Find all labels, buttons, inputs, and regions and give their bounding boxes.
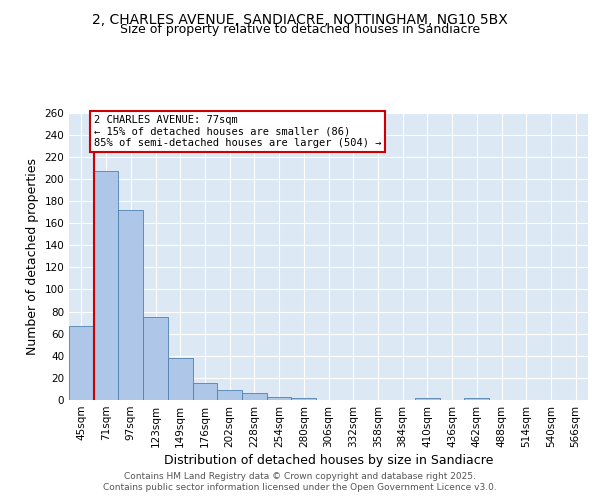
Bar	[94, 171, 118, 400]
Bar	[292, 398, 316, 400]
X-axis label: Distribution of detached houses by size in Sandiacre: Distribution of detached houses by size …	[164, 454, 493, 467]
Text: 2, CHARLES AVENUE, SANDIACRE, NOTTINGHAM, NG10 5BX: 2, CHARLES AVENUE, SANDIACRE, NOTTINGHAM…	[92, 12, 508, 26]
Bar	[69, 326, 94, 400]
Bar	[168, 358, 193, 400]
Bar	[415, 398, 440, 400]
Bar	[143, 317, 168, 400]
Text: 2 CHARLES AVENUE: 77sqm
← 15% of detached houses are smaller (86)
85% of semi-de: 2 CHARLES AVENUE: 77sqm ← 15% of detache…	[94, 114, 381, 148]
Bar	[242, 394, 267, 400]
Text: Contains HM Land Registry data © Crown copyright and database right 2025.
Contai: Contains HM Land Registry data © Crown c…	[103, 472, 497, 492]
Bar	[464, 398, 489, 400]
Bar	[118, 210, 143, 400]
Bar	[217, 390, 242, 400]
Bar	[267, 396, 292, 400]
Text: Size of property relative to detached houses in Sandiacre: Size of property relative to detached ho…	[120, 22, 480, 36]
Bar	[193, 384, 217, 400]
Y-axis label: Number of detached properties: Number of detached properties	[26, 158, 39, 355]
